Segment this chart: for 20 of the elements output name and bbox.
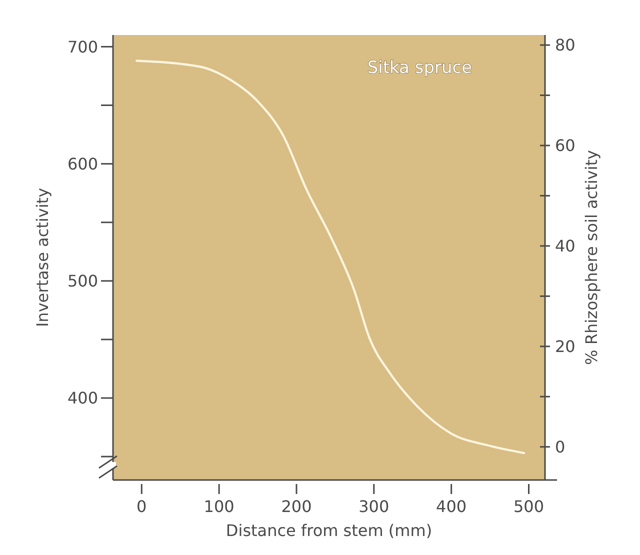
x-tick-label: 200 [281,497,312,516]
y2-tick-label: 60 [555,136,576,156]
y2-tick-label: 40 [555,236,576,256]
y2-tick-label: 0 [555,437,566,456]
line-series [136,60,526,454]
x-tick-label: 100 [204,497,234,516]
x-tick-label: 300 [358,497,390,516]
y-tick-label: 400 [67,388,98,408]
y-tick-label: 600 [67,154,98,174]
x-tick-label: 500 [513,497,544,516]
y2-tick-label: 20 [555,337,576,356]
x-tick-label: 0 [136,497,147,516]
x-tick-label: 400 [436,497,467,516]
x-axis-title: Distance from stem (mm) [226,521,432,540]
y-axis-title: Invertase activity [33,188,52,328]
text: Sitka spruce [367,58,472,78]
y-tick-label: 700 [67,37,98,56]
y-tick-label: 500 [67,272,98,291]
y2-tick-label: 80 [555,36,576,55]
y2-axis-title: % Rhizosphere soil activity [582,150,601,365]
